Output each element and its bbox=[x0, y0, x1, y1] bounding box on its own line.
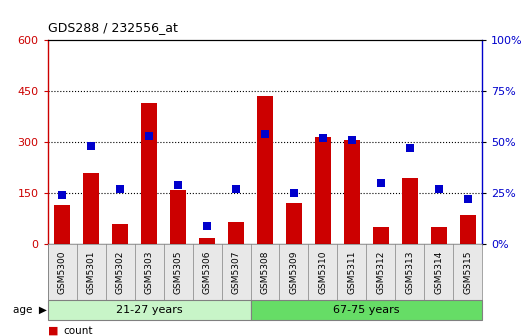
Point bbox=[203, 223, 211, 228]
Text: 67-75 years: 67-75 years bbox=[333, 305, 400, 315]
Point bbox=[348, 137, 356, 143]
Point bbox=[261, 131, 269, 137]
Point bbox=[174, 182, 182, 188]
Point bbox=[377, 180, 385, 185]
Text: GSM5306: GSM5306 bbox=[202, 250, 211, 294]
Bar bbox=[431, 227, 447, 244]
Text: GSM5313: GSM5313 bbox=[405, 250, 414, 294]
Text: count: count bbox=[64, 326, 93, 336]
Bar bbox=[315, 137, 331, 244]
Text: GSM5310: GSM5310 bbox=[319, 250, 328, 294]
Point bbox=[87, 143, 95, 149]
Text: GDS288 / 232556_at: GDS288 / 232556_at bbox=[48, 20, 178, 34]
Text: GSM5309: GSM5309 bbox=[289, 250, 298, 294]
Point bbox=[232, 186, 240, 192]
Bar bbox=[54, 205, 70, 244]
Text: GSM5300: GSM5300 bbox=[58, 250, 67, 294]
Text: GSM5315: GSM5315 bbox=[463, 250, 472, 294]
Bar bbox=[286, 203, 302, 244]
Text: GSM5314: GSM5314 bbox=[435, 250, 443, 294]
Text: ■: ■ bbox=[48, 326, 58, 336]
Bar bbox=[48, 300, 251, 321]
Bar bbox=[344, 140, 360, 244]
Point bbox=[58, 193, 66, 198]
Bar bbox=[141, 103, 157, 244]
Bar bbox=[251, 300, 482, 321]
Bar bbox=[112, 224, 128, 244]
Text: GSM5302: GSM5302 bbox=[116, 250, 125, 294]
Bar bbox=[460, 215, 476, 244]
Text: GSM5311: GSM5311 bbox=[348, 250, 356, 294]
Text: GSM5305: GSM5305 bbox=[174, 250, 182, 294]
Bar bbox=[228, 222, 244, 244]
Bar bbox=[170, 190, 186, 244]
Bar bbox=[373, 227, 389, 244]
Text: GSM5301: GSM5301 bbox=[87, 250, 95, 294]
Point bbox=[405, 145, 414, 151]
Bar bbox=[402, 178, 418, 244]
Text: GSM5307: GSM5307 bbox=[232, 250, 241, 294]
Text: GSM5312: GSM5312 bbox=[376, 250, 385, 294]
Text: 21-27 years: 21-27 years bbox=[116, 305, 182, 315]
Bar bbox=[83, 173, 99, 244]
Text: age  ▶: age ▶ bbox=[13, 305, 47, 315]
Point bbox=[435, 186, 443, 192]
Point bbox=[464, 197, 472, 202]
Point bbox=[290, 191, 298, 196]
Point bbox=[145, 133, 153, 139]
Point bbox=[116, 186, 125, 192]
Bar bbox=[257, 96, 273, 244]
Text: GSM5308: GSM5308 bbox=[261, 250, 269, 294]
Point bbox=[319, 135, 327, 141]
Bar bbox=[199, 238, 215, 244]
Text: GSM5303: GSM5303 bbox=[145, 250, 154, 294]
